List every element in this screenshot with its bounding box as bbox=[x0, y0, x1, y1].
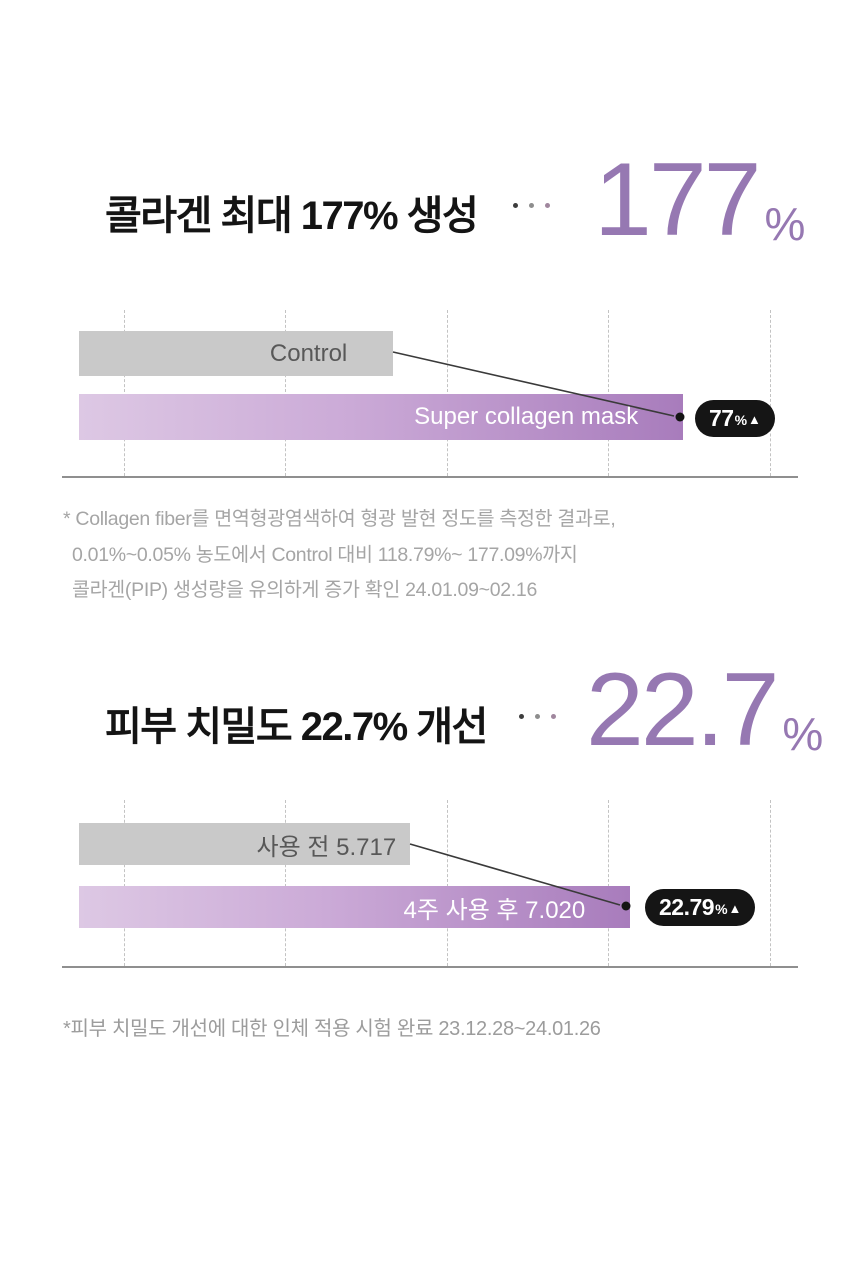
gridline bbox=[124, 800, 125, 966]
bar-label: Control bbox=[269, 339, 348, 367]
bar-label: 사용 전 5.717 bbox=[256, 833, 397, 861]
badge-value: 22.79 bbox=[659, 894, 715, 920]
collagen-bar-chart: Control Super collagen mask 77 % ▲ bbox=[62, 310, 798, 478]
gridline bbox=[608, 800, 609, 966]
delta-badge: 77 % ▲ bbox=[695, 400, 775, 437]
gridline bbox=[770, 800, 771, 966]
badge-percent-sign: % bbox=[715, 901, 728, 917]
section2-title: 피부 치밀도 22.7% 개선 bbox=[105, 705, 488, 749]
footnote-line: *피부 치밀도 개선에 대한 인체 적용 시험 완료 23.12.28~24.0… bbox=[63, 1018, 601, 1040]
dot-icon bbox=[535, 714, 540, 719]
control-bar: Control bbox=[79, 331, 394, 376]
dot-icon bbox=[519, 714, 524, 719]
bar-label: 4주 사용 후 7.020 bbox=[403, 896, 586, 924]
gridline bbox=[285, 310, 286, 476]
dot-icon bbox=[551, 714, 556, 719]
after-bar: 4주 사용 후 7.020 bbox=[79, 886, 631, 928]
gridline bbox=[124, 310, 125, 476]
dot-icon bbox=[545, 203, 550, 208]
up-triangle-icon: ▲ bbox=[748, 411, 761, 427]
density-bar-chart: 사용 전 5.717 4주 사용 후 7.020 22.79 % ▲ bbox=[62, 800, 798, 968]
ellipsis-dots bbox=[519, 714, 556, 719]
gridline bbox=[608, 310, 609, 476]
gridline bbox=[447, 310, 448, 476]
up-triangle-icon: ▲ bbox=[728, 900, 742, 916]
ellipsis-dots bbox=[513, 203, 550, 208]
section1-title: 콜라겐 최대 177% 생성 bbox=[105, 194, 479, 238]
footnote-line: * Collagen fiber를 면역형광염색하여 형광 발현 정도를 측정한… bbox=[63, 508, 616, 530]
before-bar: 사용 전 5.717 bbox=[79, 823, 411, 865]
dot-icon bbox=[529, 203, 534, 208]
gridline bbox=[770, 310, 771, 476]
section1-footnote: * Collagen fiber를 면역형광염색하여 형광 발현 정도를 측정한… bbox=[63, 502, 616, 609]
big-percent-value: 177 bbox=[594, 142, 762, 258]
badge-percent-sign: % bbox=[734, 412, 748, 428]
big-percent-value: 22.7 bbox=[586, 652, 779, 768]
dot-icon bbox=[513, 203, 518, 208]
footnote-line: 0.01%~0.05% 농도에서 Control 대비 118.79%~ 177… bbox=[72, 543, 578, 566]
footnote-line: 콜라겐(PIP) 생성량을 유의하게 증가 확인 24.01.09~02.16 bbox=[72, 579, 537, 601]
badge-value: 77 bbox=[709, 405, 734, 431]
delta-badge: 22.79 % ▲ bbox=[645, 889, 756, 926]
gridline bbox=[285, 800, 286, 966]
percent-sign: % bbox=[782, 708, 824, 761]
section2-big-percent: 22.7 % bbox=[586, 652, 824, 768]
gridline bbox=[447, 800, 448, 966]
section2-footnote: *피부 치밀도 개선에 대한 인체 적용 시험 완료 23.12.28~24.0… bbox=[63, 1012, 601, 1041]
percent-sign: % bbox=[764, 198, 806, 251]
treatment-bar: Super collagen mask bbox=[79, 394, 684, 440]
section1-big-percent: 177 % bbox=[594, 142, 806, 258]
bar-label: Super collagen mask bbox=[414, 403, 639, 430]
